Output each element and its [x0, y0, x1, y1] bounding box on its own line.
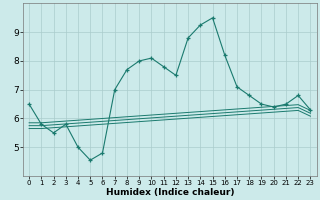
- X-axis label: Humidex (Indice chaleur): Humidex (Indice chaleur): [106, 188, 234, 197]
